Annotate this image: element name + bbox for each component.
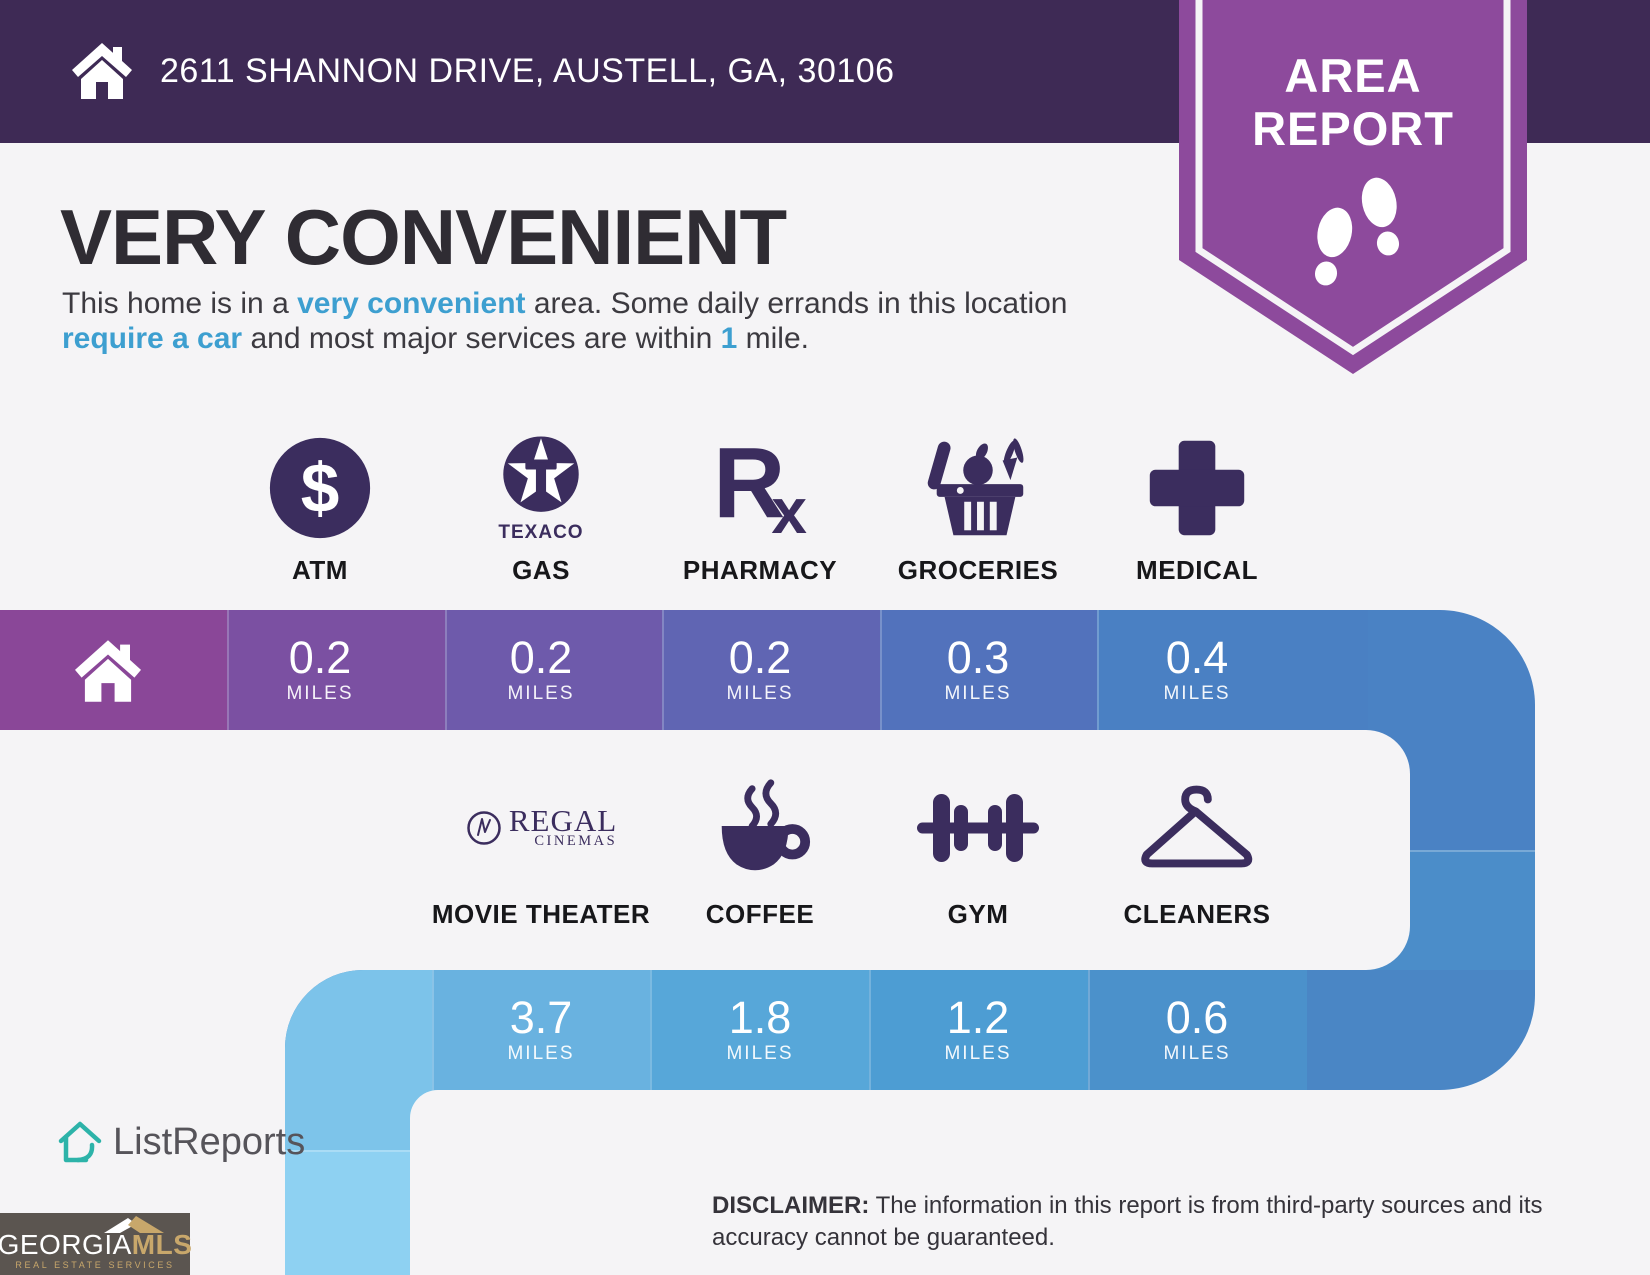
dumbbell-icon — [917, 793, 1039, 862]
medical-cell — [1097, 610, 1368, 730]
badge-line2: REPORT — [1252, 102, 1454, 155]
area-report-badge: AREA REPORT — [1179, 0, 1527, 374]
highlight-very-convenient: very convenient — [297, 287, 526, 320]
highlight-require-a-car: require a car — [62, 322, 243, 355]
page-description: This home is in a very convenient area. … — [62, 287, 1068, 355]
disclaimer-text: The information in this report is from t… — [712, 1192, 1543, 1251]
amenity-label: MEDICAL — [1136, 555, 1258, 585]
gas-cell — [445, 610, 662, 730]
home-icon — [72, 43, 132, 99]
distance-band-row1: 0.2 MILES 0.2 MILES 0.2 MILES 0.3 MILES 0.4 M… — [0, 610, 1535, 730]
distance-medical: 0.4 MILES — [1163, 632, 1231, 704]
movie-cell — [432, 970, 650, 1090]
amenity-movie-theater: REGAL CINEMAS MOVIE THEATER — [421, 756, 661, 930]
distance-coffee: 1.8 MILES — [726, 992, 794, 1064]
route-band-inner-notch-right — [320, 730, 1410, 970]
page-title: VERY CONVENIENT — [60, 193, 787, 281]
home-icon — [75, 640, 141, 702]
listreports-wordmark: ListReports — [113, 1120, 306, 1163]
footprints-icon — [1314, 177, 1400, 286]
regal-cinemas-logo: REGAL CINEMAS — [465, 805, 617, 848]
regal-emblem-icon — [467, 810, 501, 845]
amenity-label: ATM — [292, 555, 348, 585]
mls-roof-icon — [104, 1216, 164, 1233]
amenity-label: PHARMACY — [682, 555, 838, 585]
amenity-label: MOVIE THEATER — [431, 899, 651, 929]
grocery-basket-icon — [927, 437, 1024, 535]
property-address: 2611 SHANNON DRIVE, AUSTELL, GA, 30106 — [160, 52, 895, 90]
georgia-mls-logo: GEORGIA MLS REAL ESTATE SERVICES — [0, 1213, 193, 1275]
amenity-label: GYM — [947, 899, 1009, 929]
amenity-gas: TEXACO GAS — [421, 420, 661, 586]
amenity-gym: GYM — [858, 756, 1098, 930]
badge-shape — [1179, 0, 1527, 374]
highlight-one: 1 — [720, 322, 738, 355]
svg-text:$: $ — [301, 449, 340, 527]
cleaners-cell — [1088, 970, 1307, 1090]
atm-dollar-icon: $ — [269, 437, 371, 538]
listreports-logo: ListReports — [56, 1118, 305, 1166]
distance-groceries: 0.3 MILES — [944, 632, 1012, 704]
texaco-brand-text: TEXACO — [498, 521, 584, 543]
turn-cell — [285, 970, 432, 1090]
texaco-star-icon — [503, 435, 579, 512]
distance-movie-theater: 3.7 MILES — [507, 992, 575, 1064]
amenity-coffee: COFFEE — [640, 756, 880, 930]
groceries-cell — [880, 610, 1097, 730]
distance-gas: 0.2 MILES — [507, 632, 575, 704]
listreports-house-icon — [58, 1121, 102, 1163]
amenity-label: COFFEE — [705, 899, 815, 929]
amenity-medical: MEDICAL — [1077, 420, 1317, 586]
amenity-label: GROCERIES — [897, 555, 1059, 585]
mls-name-georgia: GEORGIA — [0, 1229, 132, 1260]
mls-name-mls: MLS — [131, 1229, 193, 1260]
pharmacy-cell — [662, 610, 880, 730]
coffee-cell — [650, 970, 869, 1090]
route-band-inner-notch-left — [410, 1090, 1555, 1275]
badge-line1: AREA — [1284, 49, 1421, 102]
disclaimer: DISCLAIMER: The information in this repo… — [712, 1190, 1560, 1254]
amenity-label: GAS — [512, 555, 570, 585]
amenity-label: CLEANERS — [1123, 899, 1271, 929]
amenity-atm: $ ATM — [200, 420, 440, 586]
distance-cleaners: 0.6 MILES — [1163, 992, 1231, 1064]
amenity-cleaners: CLEANERS — [1077, 756, 1317, 930]
mls-tagline: REAL ESTATE SERVICES — [15, 1260, 175, 1270]
coffee-cup-icon — [721, 778, 811, 870]
disclaimer-label: DISCLAIMER: — [712, 1192, 870, 1219]
hanger-icon — [1141, 785, 1253, 867]
gym-cell — [869, 970, 1088, 1090]
medical-cross-icon — [1149, 440, 1245, 535]
distance-band-row2: 3.7 MILES 1.8 MILES 1.2 MILES 0.6 MILES — [285, 970, 1535, 1090]
distance-pharmacy: 0.2 MILES — [726, 632, 794, 704]
distance-gym: 1.2 MILES — [944, 992, 1012, 1064]
distance-atm: 0.2 MILES — [286, 632, 354, 704]
atm-cell — [227, 610, 445, 730]
amenity-groceries: GROCERIES — [858, 420, 1098, 586]
